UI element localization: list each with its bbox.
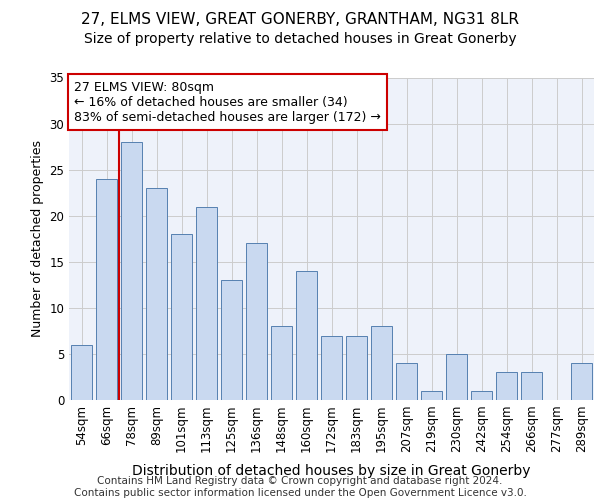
- Text: Size of property relative to detached houses in Great Gonerby: Size of property relative to detached ho…: [83, 32, 517, 46]
- Bar: [271, 326, 292, 400]
- Bar: [71, 344, 92, 400]
- Bar: [146, 188, 167, 400]
- Bar: [196, 206, 217, 400]
- Bar: [121, 142, 142, 400]
- Bar: [496, 372, 517, 400]
- Bar: [96, 179, 117, 400]
- Bar: [396, 363, 417, 400]
- Bar: [571, 363, 592, 400]
- Bar: [171, 234, 192, 400]
- X-axis label: Distribution of detached houses by size in Great Gonerby: Distribution of detached houses by size …: [132, 464, 531, 477]
- Bar: [471, 391, 492, 400]
- Bar: [521, 372, 542, 400]
- Text: 27 ELMS VIEW: 80sqm
← 16% of detached houses are smaller (34)
83% of semi-detach: 27 ELMS VIEW: 80sqm ← 16% of detached ho…: [74, 80, 381, 124]
- Bar: [246, 244, 267, 400]
- Text: 27, ELMS VIEW, GREAT GONERBY, GRANTHAM, NG31 8LR: 27, ELMS VIEW, GREAT GONERBY, GRANTHAM, …: [81, 12, 519, 28]
- Text: Contains HM Land Registry data © Crown copyright and database right 2024.
Contai: Contains HM Land Registry data © Crown c…: [74, 476, 526, 498]
- Bar: [346, 336, 367, 400]
- Bar: [321, 336, 342, 400]
- Bar: [421, 391, 442, 400]
- Bar: [371, 326, 392, 400]
- Bar: [221, 280, 242, 400]
- Bar: [446, 354, 467, 400]
- Bar: [296, 271, 317, 400]
- Y-axis label: Number of detached properties: Number of detached properties: [31, 140, 44, 337]
